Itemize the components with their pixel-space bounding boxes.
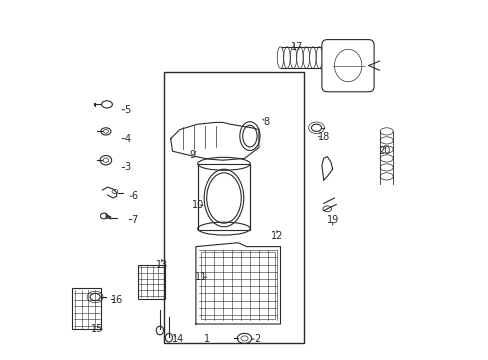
- Text: 9: 9: [189, 150, 195, 160]
- Bar: [197, 164, 249, 230]
- Text: 5: 5: [124, 105, 130, 115]
- FancyBboxPatch shape: [321, 40, 373, 92]
- Text: 10: 10: [191, 200, 203, 210]
- Text: 7: 7: [131, 215, 138, 225]
- Text: 4: 4: [124, 134, 130, 144]
- Text: 14: 14: [171, 334, 183, 344]
- Text: 1: 1: [203, 334, 209, 344]
- Text: 8: 8: [263, 117, 268, 127]
- Text: 6: 6: [131, 191, 138, 201]
- Text: 13: 13: [155, 260, 167, 270]
- Text: 20: 20: [378, 146, 390, 156]
- Text: 16: 16: [110, 294, 122, 305]
- Text: 15: 15: [91, 324, 103, 334]
- Text: 17: 17: [290, 42, 302, 52]
- Text: 11: 11: [195, 272, 207, 282]
- Text: 12: 12: [270, 231, 283, 241]
- Bar: [163, 72, 303, 343]
- Text: 18: 18: [317, 132, 329, 142]
- Bar: [72, 288, 101, 329]
- Text: 19: 19: [326, 215, 338, 225]
- Bar: [138, 265, 165, 299]
- Text: 3: 3: [124, 162, 130, 172]
- Bar: [201, 252, 275, 319]
- Polygon shape: [196, 243, 280, 324]
- Text: 2: 2: [253, 334, 260, 344]
